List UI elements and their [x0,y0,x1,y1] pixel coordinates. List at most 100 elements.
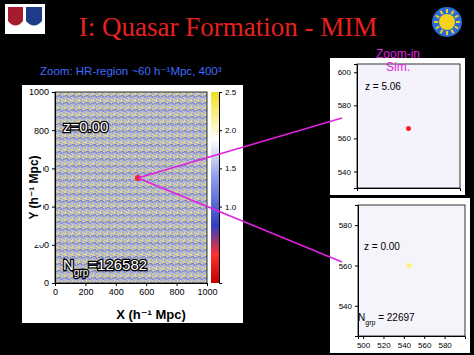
axis-line [358,189,461,192]
density-map [358,205,465,336]
tick-label: 800 [34,126,49,136]
tick-label: 400 [109,287,124,297]
logo [432,7,462,37]
tick: 600 [338,68,357,77]
tick-mark [354,72,357,73]
tick: 540 [339,302,358,311]
panel [330,58,465,195]
tick: 0 [53,283,58,297]
logo [5,4,45,34]
tick-label: 560 [418,341,432,350]
x-axis-title: X (h⁻¹ Mpc) [116,307,186,322]
tick-mark [177,283,178,286]
y-axis-title: Y (h⁻¹ Mpc) [27,155,41,219]
annotation: Ngrp=126582 [63,256,147,278]
tick: 800 [170,283,185,297]
tick: 560 [418,336,432,350]
connector [138,118,342,178]
tick-mark [52,130,55,131]
colorbar [211,92,219,283]
axis: 500 520 540 560 580 [357,336,466,350]
annotation: z = 0.00 [364,241,400,252]
tick: 580 [339,221,358,230]
tick-label: 560 [339,262,353,271]
tick: 560 [338,134,357,143]
tick-label: 0 [53,287,58,297]
callout: Zoom-in [376,47,420,61]
chart: 540 560 580 600 z = 5.06 [330,58,465,195]
tick-label: 580 [338,101,352,110]
chart: 0200400600800100002004006008001000X (h⁻¹… [22,85,243,323]
axis-line [359,337,466,340]
tick-mark [355,225,358,226]
tick-label: 540 [338,168,352,177]
axis: 540 560 580 [339,206,359,337]
tick: 1.0 [219,203,237,212]
label-box [98,304,204,323]
tick-mark [383,336,384,339]
tick: 400 [109,283,124,297]
tick: 580 [438,336,452,350]
tick-mark [55,283,56,286]
tick-mark [219,207,222,208]
tick-mark [219,168,222,169]
annotation: z=0.00 [63,118,108,135]
tick-mark [52,207,55,208]
tick-label: 1000 [29,87,49,97]
tick-label: 2.5 [225,88,237,97]
tick-label: 1.5 [225,164,237,173]
tick: 1000 [197,283,217,297]
tick-mark [354,138,357,139]
tick-mark [355,306,358,307]
tick-mark [52,92,55,93]
tick-mark [445,336,446,339]
connector [138,178,342,262]
axis: 540 560 580 600 [338,65,358,189]
tick-label: 520 [377,341,391,350]
tick: 500 [357,336,371,350]
annotation-part: =126582 [88,256,147,273]
tick-mark [404,336,405,339]
subtitle: Zoom: HR-region ~60 h⁻¹Mpc, 400³ [40,65,222,77]
tick-label: 540 [339,302,353,311]
tick: 1.5 [219,164,237,173]
callout: Sim. [386,60,410,74]
density-map [55,92,207,283]
tick-mark [207,283,208,286]
tick-mark [52,245,55,246]
plot-frame [357,64,460,188]
point [406,126,411,131]
tick-label: 500 [357,341,371,350]
tick-mark [146,283,147,286]
tick-label: 600 [139,287,154,297]
density-map [357,64,460,188]
tick: 600 [139,283,154,297]
tick: 2.5 [219,88,237,97]
tick-label: 2.0 [225,126,237,135]
tick-mark [85,283,86,286]
tick: 560 [339,262,358,271]
tick-label: 540 [398,341,412,350]
tick-label: 800 [170,287,185,297]
tick-mark [354,171,357,172]
tick-label: 560 [338,134,352,143]
annotation: z = 5.06 [365,81,401,92]
axis: 1.0 1.5 2.0 2.5 [219,88,237,283]
annotation-part: N [358,312,365,323]
axis-line [220,93,223,284]
tick: 800 [34,126,55,136]
tick-mark [116,283,117,286]
annotation-part: = 22697 [375,312,415,323]
tick-label: 600 [338,68,352,77]
points [406,126,411,131]
background [0,0,474,355]
tick: 520 [377,336,391,350]
tick-mark [219,92,222,93]
axis [358,189,461,192]
tick-mark [52,283,55,284]
tick-label: 1.0 [225,203,237,212]
title: I: Quasar Formation - MIM [79,12,377,42]
tick: 2.0 [219,126,237,135]
annotation-part: N [63,256,74,273]
point [406,263,411,268]
